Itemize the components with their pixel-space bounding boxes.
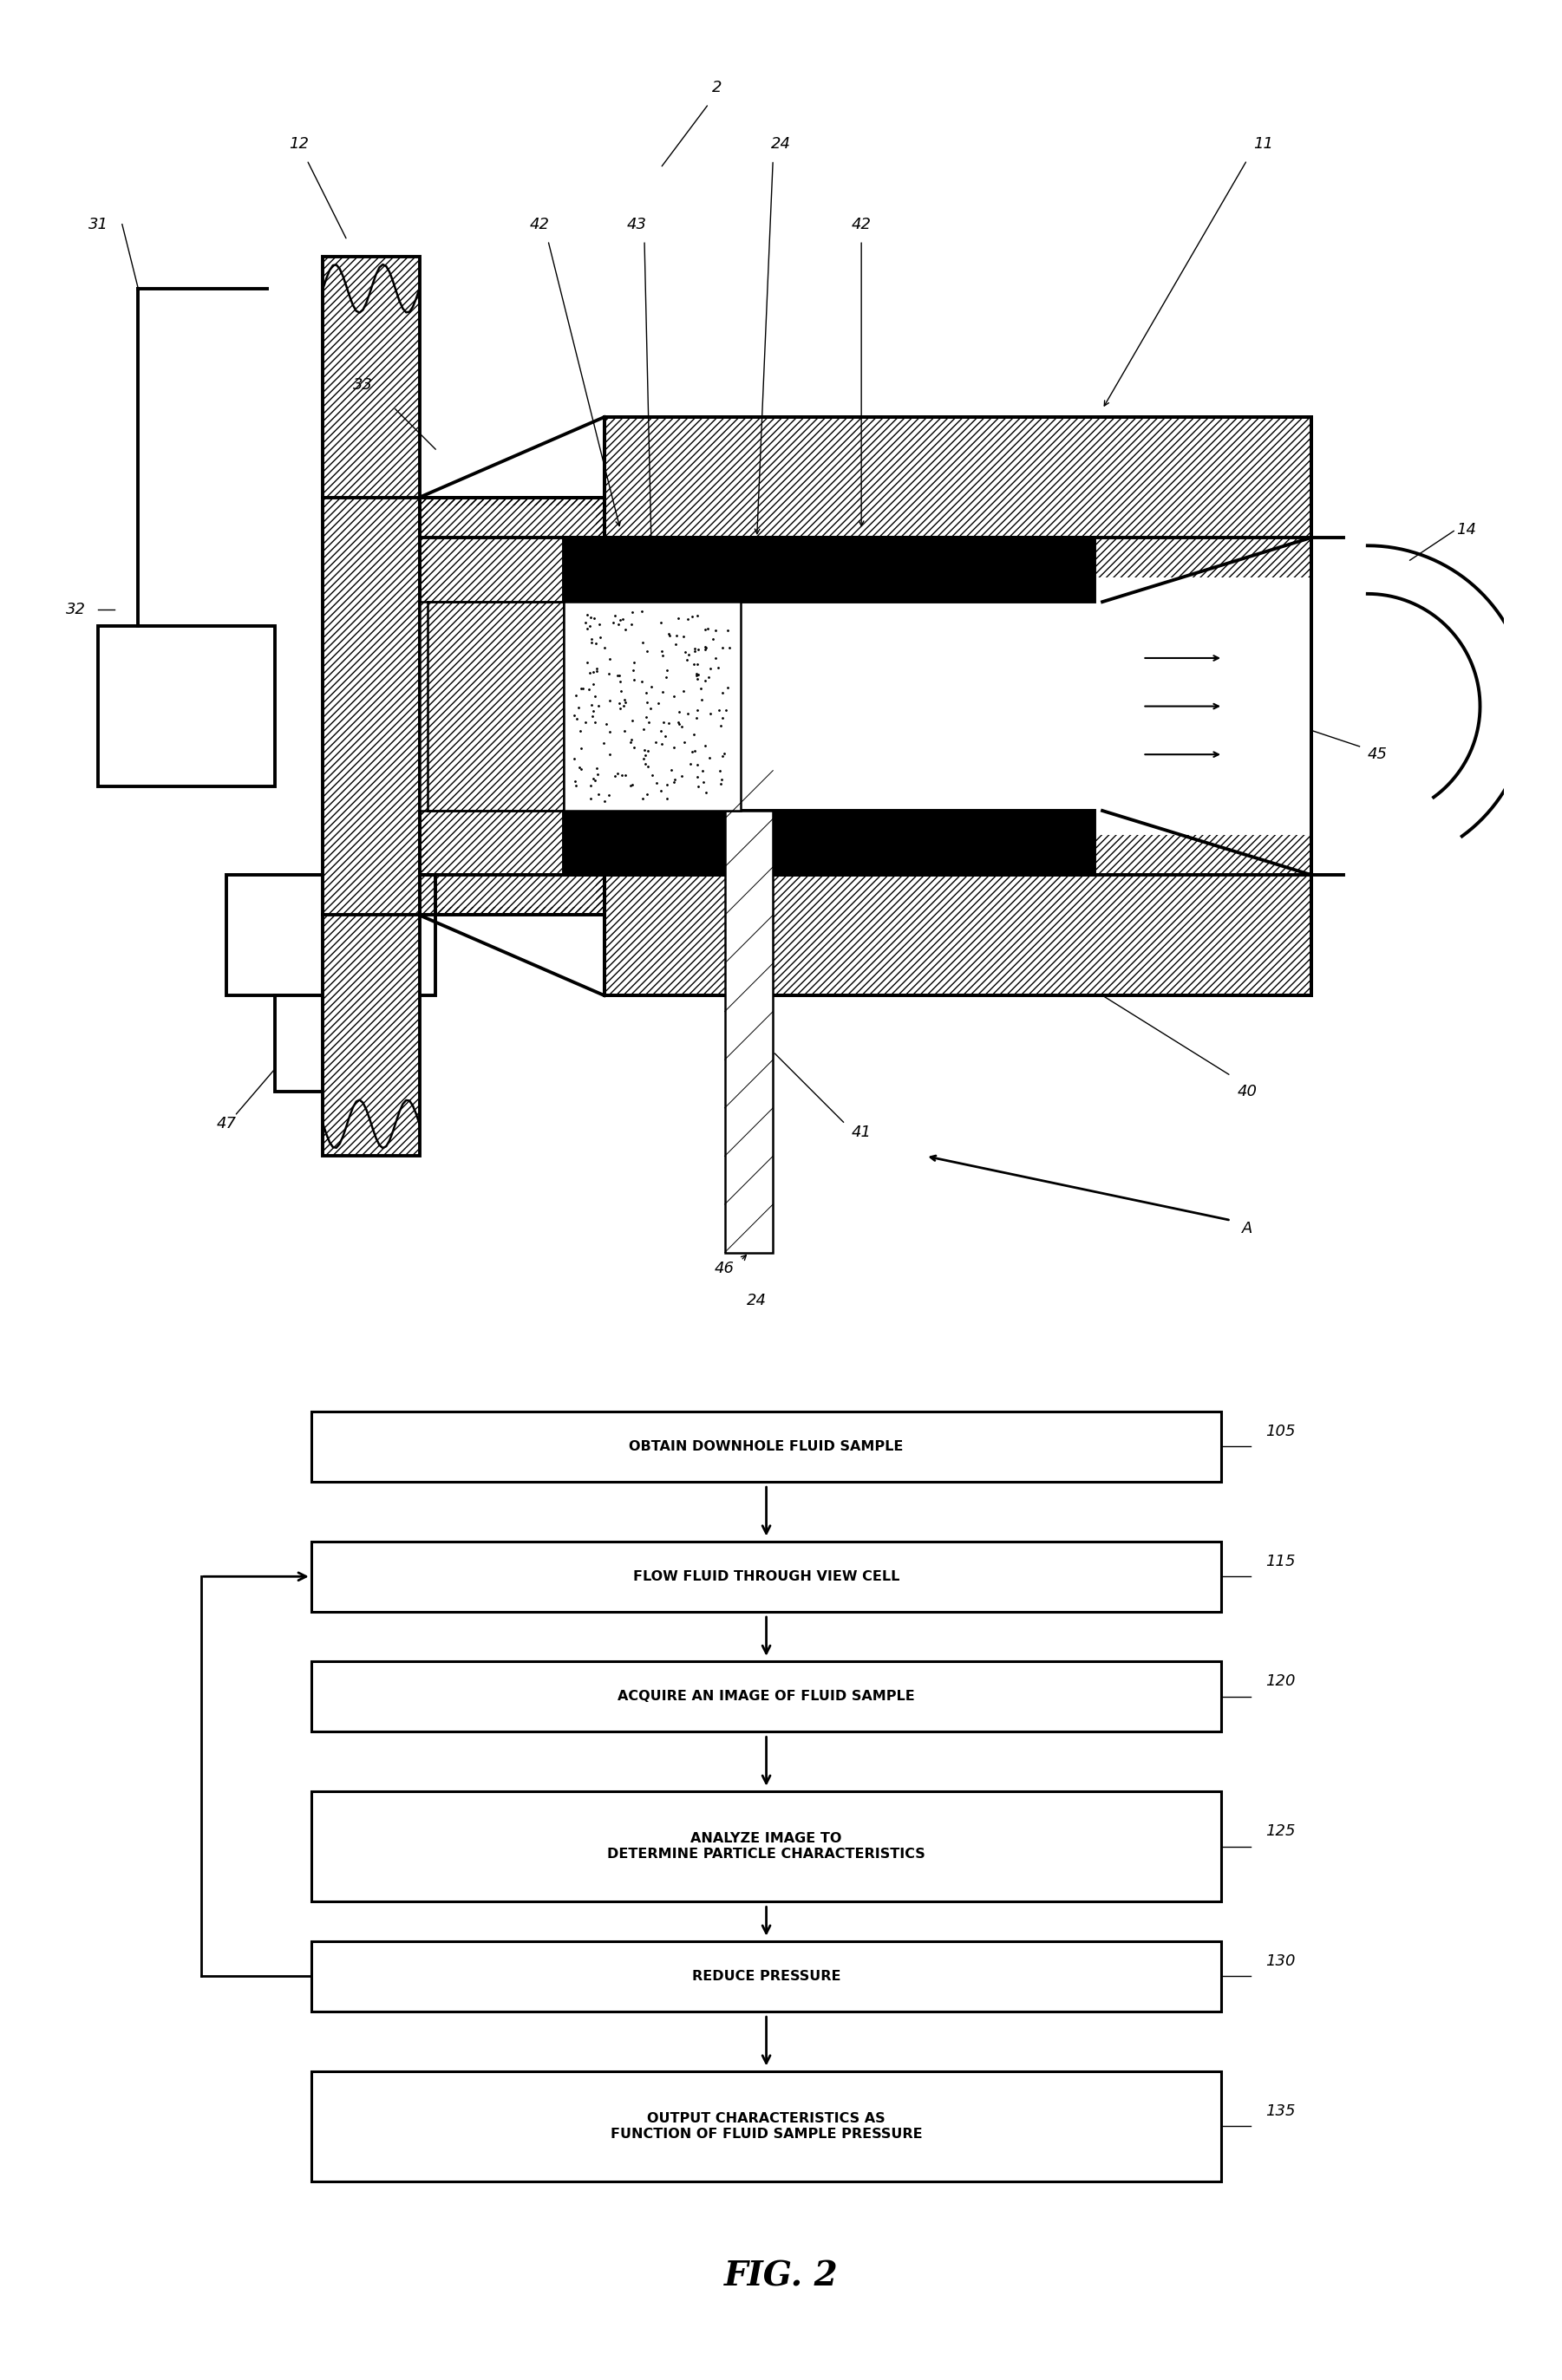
Text: 105: 105 <box>1265 1423 1295 1440</box>
Text: 24: 24 <box>772 136 790 152</box>
Text: 2: 2 <box>712 81 722 95</box>
Text: 120: 120 <box>1265 1673 1295 1690</box>
Bar <box>420 497 604 916</box>
Bar <box>311 2071 1221 2180</box>
Bar <box>661 602 1103 812</box>
Text: 125: 125 <box>1265 1823 1295 1840</box>
Bar <box>564 538 1095 602</box>
Text: FIG. 1B: FIG. 1B <box>709 1414 853 1445</box>
Text: 46: 46 <box>715 1261 734 1276</box>
Text: 31: 31 <box>87 217 108 233</box>
Bar <box>428 505 597 907</box>
Text: ANALYZE IMAGE TO
DETERMINE PARTICLE CHARACTERISTICS: ANALYZE IMAGE TO DETERMINE PARTICLE CHAR… <box>608 1833 925 1861</box>
Text: 115: 115 <box>1265 1554 1295 1568</box>
Text: 41: 41 <box>851 1123 872 1140</box>
Bar <box>725 812 773 1252</box>
Text: OUTPUT CHARACTERISTICS AS
FUNCTION OF FLUID SAMPLE PRESSURE: OUTPUT CHARACTERISTICS AS FUNCTION OF FL… <box>611 2111 922 2140</box>
Text: FLOW FLUID THROUGH VIEW CELL: FLOW FLUID THROUGH VIEW CELL <box>633 1571 900 1583</box>
Bar <box>323 257 420 1157</box>
Text: OBTAIN DOWNHOLE FLUID SAMPLE: OBTAIN DOWNHOLE FLUID SAMPLE <box>629 1440 903 1454</box>
Bar <box>98 626 275 785</box>
Bar <box>311 1411 1221 1480</box>
Bar <box>604 578 1312 835</box>
Text: 11: 11 <box>1253 136 1273 152</box>
Bar <box>311 1542 1221 1611</box>
Bar <box>311 1661 1221 1733</box>
Bar <box>275 995 387 1092</box>
Bar <box>420 602 564 812</box>
Bar <box>564 602 740 812</box>
Text: 33: 33 <box>353 376 373 393</box>
Text: 45: 45 <box>1368 747 1387 762</box>
Bar <box>226 876 436 995</box>
Text: 42: 42 <box>530 217 550 233</box>
Text: A: A <box>1242 1221 1253 1235</box>
Text: ACQUIRE AN IMAGE OF FLUID SAMPLE: ACQUIRE AN IMAGE OF FLUID SAMPLE <box>617 1690 915 1704</box>
Text: 42: 42 <box>851 217 872 233</box>
Text: 24: 24 <box>747 1292 767 1309</box>
Bar <box>604 416 1312 995</box>
Text: REDUCE PRESSURE: REDUCE PRESSURE <box>692 1971 840 1983</box>
Text: 40: 40 <box>1237 1083 1257 1100</box>
Text: 135: 135 <box>1265 2104 1295 2118</box>
Text: 14: 14 <box>1456 521 1476 538</box>
Text: 32: 32 <box>66 602 86 619</box>
Bar <box>311 1792 1221 1902</box>
Text: 43: 43 <box>626 217 647 233</box>
Text: 47: 47 <box>217 1116 236 1133</box>
Text: 12: 12 <box>289 136 309 152</box>
Bar <box>564 812 1095 876</box>
Bar <box>311 1942 1221 2011</box>
Text: 130: 130 <box>1265 1954 1295 1968</box>
Bar <box>420 497 604 916</box>
Text: FIG. 2: FIG. 2 <box>723 2259 839 2292</box>
